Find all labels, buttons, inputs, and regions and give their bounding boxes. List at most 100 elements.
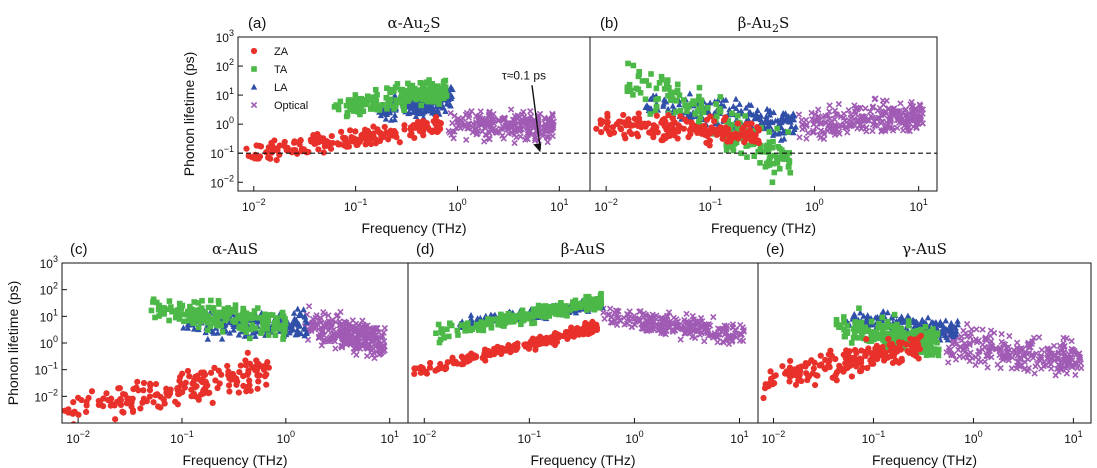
optical-point [871, 95, 878, 103]
y-tick-label-4: 102 [40, 281, 58, 298]
za-point [242, 357, 249, 364]
ta-point [247, 326, 254, 333]
za-point [724, 131, 732, 139]
ta-point [219, 329, 226, 335]
ta-point [569, 302, 575, 309]
ta-point [277, 325, 284, 331]
optical-point [320, 338, 327, 345]
optical-point [520, 113, 528, 121]
la-point [302, 316, 309, 323]
ta-point [700, 109, 707, 115]
ta-point [784, 154, 790, 160]
ta-point [226, 310, 232, 316]
za-point [341, 135, 348, 143]
optical-point [1037, 352, 1045, 359]
za-point [635, 110, 642, 117]
za-point [254, 385, 261, 392]
optical-point [664, 321, 671, 328]
ta-point [873, 329, 879, 335]
la-point [718, 101, 725, 108]
ta-point [778, 147, 785, 153]
optical-point [973, 339, 981, 346]
za-point [865, 345, 872, 352]
za-point [224, 362, 231, 370]
za-point [734, 120, 741, 127]
za-point [134, 378, 141, 385]
optical-point [343, 341, 350, 348]
ta-point [836, 324, 842, 331]
optical-point [863, 128, 870, 135]
legend-marker-la [250, 83, 258, 90]
optical-point [508, 119, 516, 127]
ta-point [216, 309, 223, 316]
optical-point [1012, 350, 1019, 357]
optical-point [687, 329, 694, 336]
la-point [766, 107, 774, 114]
za-point [188, 393, 195, 400]
ta-point [419, 83, 426, 90]
ta-point [242, 326, 249, 332]
optical-point [906, 127, 913, 135]
optical-point [815, 113, 822, 120]
ta-point [699, 105, 705, 112]
ta-point [653, 103, 660, 110]
optical-point [308, 327, 315, 335]
la-point [676, 101, 683, 108]
optical-point [343, 321, 350, 328]
ta-point [935, 346, 942, 353]
ta-point [758, 142, 764, 149]
la-point [751, 115, 758, 122]
optical-point [495, 116, 503, 124]
ta-point [927, 328, 934, 335]
optical-point [845, 106, 852, 114]
ta-point [689, 101, 695, 107]
ta-point [630, 92, 636, 98]
ta-point [518, 321, 524, 328]
optical-point [508, 129, 515, 137]
ta-point [444, 326, 450, 332]
ta-point [433, 85, 439, 91]
optical-point [360, 321, 367, 328]
ta-point [488, 319, 495, 325]
la-point [381, 109, 389, 116]
panel-b: 10−2 10−1 100 101 Frequency (THz) β-Au2S (b) [589, 14, 938, 236]
za-point [155, 403, 162, 410]
la-point [290, 309, 298, 316]
y-tick-label-2: 100 [40, 334, 58, 351]
za-point [116, 385, 124, 392]
ta-point [786, 157, 792, 164]
ta-point [333, 102, 339, 108]
za-point [104, 396, 112, 404]
ta-point [232, 302, 239, 308]
ta-point [166, 298, 173, 304]
optical-point [962, 329, 970, 337]
la-point [660, 100, 667, 107]
za-point [615, 118, 623, 125]
la-point [769, 131, 777, 138]
ta-point [558, 300, 564, 306]
za-point [401, 122, 408, 129]
ta-point [928, 343, 934, 349]
za-point [418, 127, 425, 134]
optical-point [878, 127, 886, 134]
optical-point [714, 325, 722, 332]
optical-point [643, 321, 650, 329]
ta-point [236, 325, 242, 331]
y-tick-label-1: 10−1 [210, 144, 234, 161]
ta-point [240, 319, 247, 325]
za-point [112, 416, 119, 423]
za-point [645, 120, 652, 127]
ta-point [359, 97, 366, 104]
za-point [872, 348, 879, 355]
ta-point [436, 339, 443, 346]
ta-point [927, 339, 934, 346]
za-point [255, 378, 262, 385]
ta-point [272, 321, 278, 328]
za-point [211, 364, 218, 371]
ta-point [282, 320, 289, 326]
ta-point [841, 319, 847, 326]
la-point [301, 313, 309, 320]
ta-point [695, 119, 702, 125]
optical-point [681, 319, 688, 326]
